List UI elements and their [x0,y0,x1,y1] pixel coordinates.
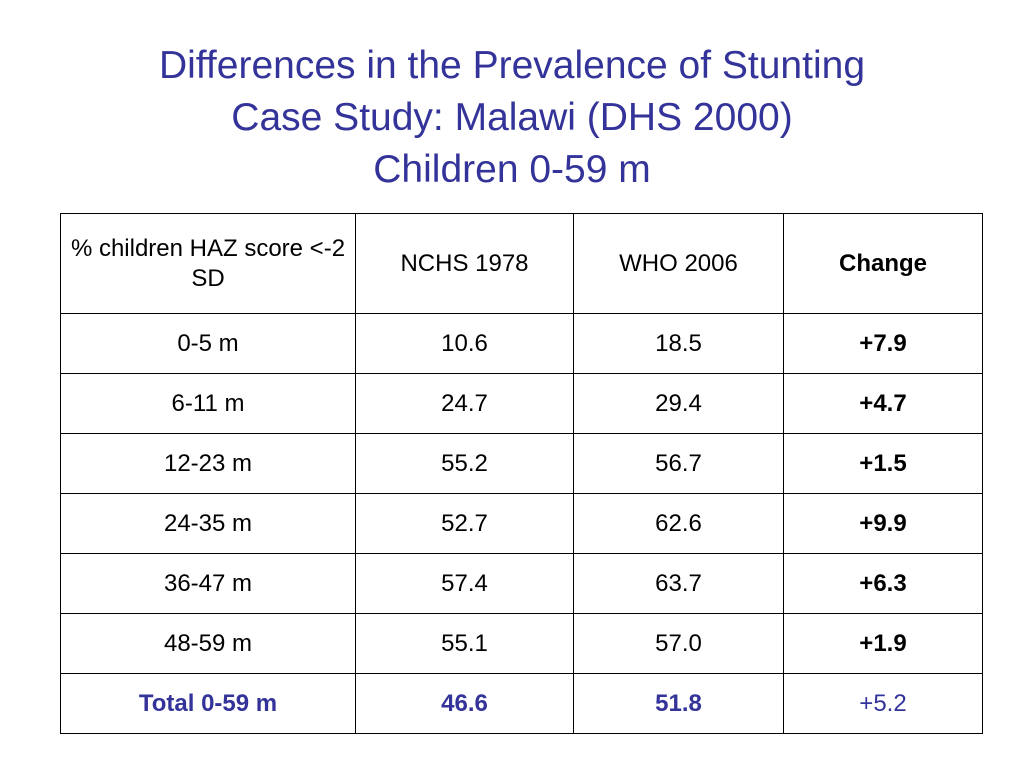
header-nchs-1978: NCHS 1978 [355,213,574,314]
table-header-row: % children HAZ score <-2 SD NCHS 1978 WH… [60,213,983,314]
title-line-3: Children 0-59 m [373,148,651,191]
title-line-2: Case Study: Malawi (DHS 2000) [231,96,793,139]
age-group-cell: 12-23 m [60,433,356,494]
who-value-cell: 62.6 [573,493,784,554]
table-row: 12-23 m 55.2 56.7 +1.5 [60,433,983,494]
change-value-cell: +1.5 [783,433,983,494]
total-change-cell: +5.2 [783,673,983,734]
age-group-cell: 6-11 m [60,373,356,434]
total-label-cell: Total 0-59 m [60,673,356,734]
who-value-cell: 29.4 [573,373,784,434]
table-total-row: Total 0-59 m 46.6 51.8 +5.2 [60,673,983,734]
nchs-value-cell: 55.2 [355,433,574,494]
nchs-value-cell: 24.7 [355,373,574,434]
nchs-value-cell: 55.1 [355,613,574,674]
nchs-value-cell: 10.6 [355,313,574,374]
who-value-cell: 18.5 [573,313,784,374]
table-row: 36-47 m 57.4 63.7 +6.3 [60,553,983,614]
change-value-cell: +6.3 [783,553,983,614]
age-group-cell: 36-47 m [60,553,356,614]
who-value-cell: 57.0 [573,613,784,674]
table-row: 0-5 m 10.6 18.5 +7.9 [60,313,983,374]
stunting-table: % children HAZ score <-2 SD NCHS 1978 WH… [60,213,983,734]
who-value-cell: 63.7 [573,553,784,614]
change-value-cell: +4.7 [783,373,983,434]
change-value-cell: +7.9 [783,313,983,374]
title-line-1: Differences in the Prevalence of Stuntin… [158,44,866,87]
header-change: Change [783,213,983,314]
age-group-cell: 48-59 m [60,613,356,674]
change-value-cell: +9.9 [783,493,983,554]
nchs-value-cell: 57.4 [355,553,574,614]
table-row: 6-11 m 24.7 29.4 +4.7 [60,373,983,434]
who-value-cell: 56.7 [573,433,784,494]
age-group-cell: 0-5 m [60,313,356,374]
header-who-2006: WHO 2006 [573,213,784,314]
header-age-group: % children HAZ score <-2 SD [60,213,356,314]
age-group-cell: 24-35 m [60,493,356,554]
total-who-cell: 51.8 [573,673,784,734]
nchs-value-cell: 52.7 [355,493,574,554]
table-row: 48-59 m 55.1 57.0 +1.9 [60,613,983,674]
change-value-cell: +1.9 [783,613,983,674]
table-row: 24-35 m 52.7 62.6 +9.9 [60,493,983,554]
total-nchs-cell: 46.6 [355,673,574,734]
slide-title: Differences in the Prevalence of Stuntin… [0,40,1024,196]
